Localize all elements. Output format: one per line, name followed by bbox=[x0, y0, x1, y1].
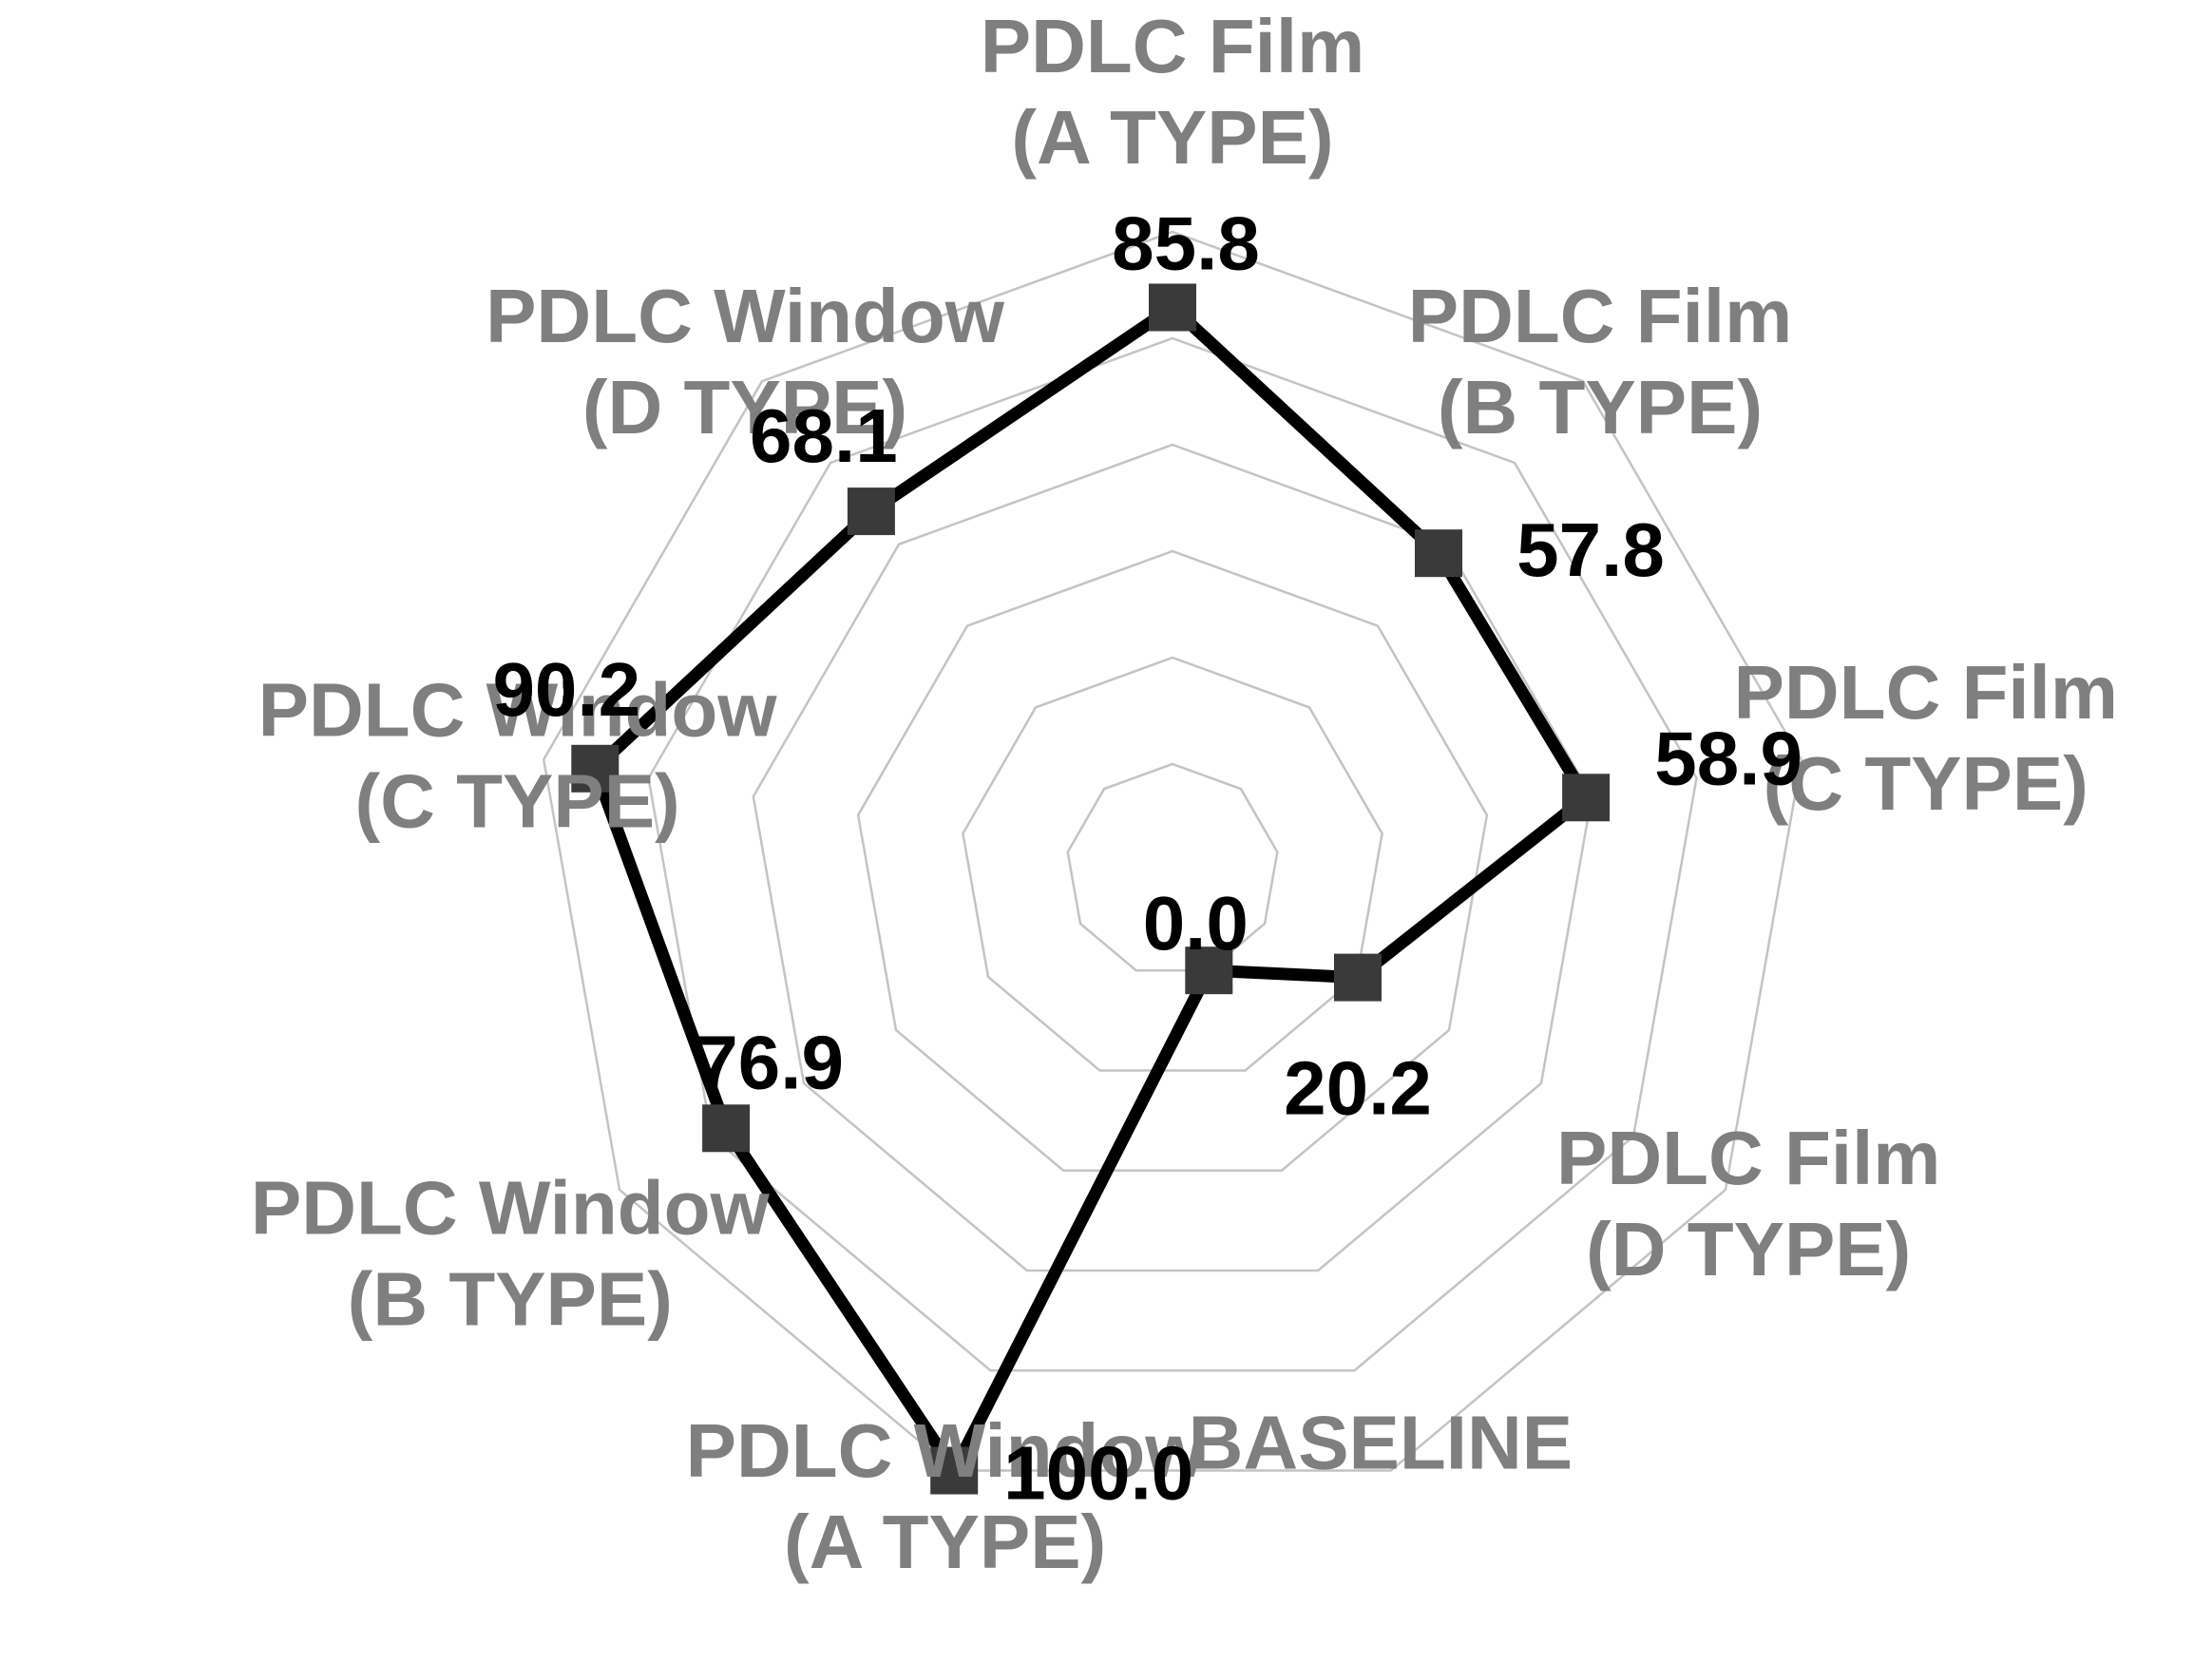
data-value-label: 57.8 bbox=[1516, 507, 1665, 592]
radar-series bbox=[571, 283, 1611, 1495]
data-value-label: 20.2 bbox=[1284, 1046, 1432, 1131]
radar-grid bbox=[542, 230, 1803, 1472]
data-point-marker bbox=[1334, 953, 1382, 1002]
data-point-marker bbox=[847, 487, 895, 536]
data-value-label: 90.2 bbox=[492, 647, 640, 732]
data-point-marker bbox=[1185, 946, 1233, 995]
category-label-line: PDLC Window bbox=[258, 667, 778, 752]
category-label-line: (C TYPE) bbox=[1764, 741, 2088, 826]
category-label-line: PDLC Film bbox=[1734, 650, 2118, 735]
grid-ring bbox=[647, 336, 1698, 1372]
grid-ring bbox=[542, 230, 1803, 1472]
category-label: PDLC Film (C TYPE) bbox=[1734, 650, 2118, 826]
category-label: PDLC Film (A TYPE) bbox=[981, 4, 1364, 180]
grid-ring bbox=[1066, 762, 1279, 972]
data-value-label: 100.0 bbox=[1003, 1431, 1193, 1516]
category-label-line: (D TYPE) bbox=[1586, 1207, 1911, 1291]
category-label-line: (C TYPE) bbox=[354, 758, 679, 843]
category-label-line: PDLC Film bbox=[1408, 274, 1792, 358]
data-point-marker bbox=[702, 1104, 751, 1153]
category-label: PDLC Window (B TYPE) bbox=[251, 1166, 771, 1342]
category-label-line: PDLC Window bbox=[251, 1166, 771, 1251]
data-value-label: 0.0 bbox=[1143, 881, 1249, 965]
category-labels: PDLC Film (A TYPE)PDLC Film (B TYPE)PDLC F… bbox=[251, 4, 2118, 1584]
category-label: BASELINE bbox=[1189, 1400, 1573, 1484]
category-label-line: (B TYPE) bbox=[348, 1257, 673, 1342]
category-label-line: (D TYPE) bbox=[582, 365, 907, 449]
category-label-line: PDLC Window bbox=[486, 274, 1005, 358]
category-label-line: BASELINE bbox=[1189, 1400, 1573, 1484]
data-point-marker bbox=[1562, 774, 1611, 822]
data-value-label: 76.9 bbox=[696, 1020, 844, 1104]
category-label-line: PDLC Film bbox=[981, 4, 1364, 88]
data-value-label: 68.1 bbox=[750, 393, 898, 478]
data-value-label: 58.9 bbox=[1654, 716, 1802, 800]
category-label: PDLC Film (B TYPE) bbox=[1408, 274, 1792, 449]
category-label-line: (A TYPE) bbox=[784, 1500, 1106, 1584]
category-label: PDLC Film (D TYPE) bbox=[1556, 1116, 1940, 1291]
category-label: PDLC Window (A TYPE) bbox=[686, 1408, 1206, 1584]
grid-ring bbox=[856, 549, 1489, 1172]
data-point-marker bbox=[1149, 283, 1196, 332]
data-point-marker bbox=[930, 1446, 979, 1495]
category-label: PDLC Window (C TYPE) bbox=[258, 667, 778, 843]
series-line bbox=[587, 299, 1594, 1483]
category-label-line: (A TYPE) bbox=[1011, 95, 1333, 180]
category-label: PDLC Window (D TYPE) bbox=[486, 274, 1005, 449]
grid-ring bbox=[962, 656, 1383, 1072]
value-labels: 85.8 57.8 58.9 20.2 0.0 100.0 76.9 90.2 68.1 bbox=[492, 201, 1802, 1516]
data-value-label: 85.8 bbox=[1112, 201, 1260, 286]
category-label-line: (B TYPE) bbox=[1438, 365, 1763, 449]
data-point-marker bbox=[1415, 529, 1462, 578]
data-point-marker bbox=[571, 744, 620, 793]
grid-ring bbox=[752, 443, 1593, 1272]
category-label-line: PDLC Window bbox=[686, 1408, 1206, 1493]
category-label-line: PDLC Film bbox=[1556, 1116, 1940, 1200]
